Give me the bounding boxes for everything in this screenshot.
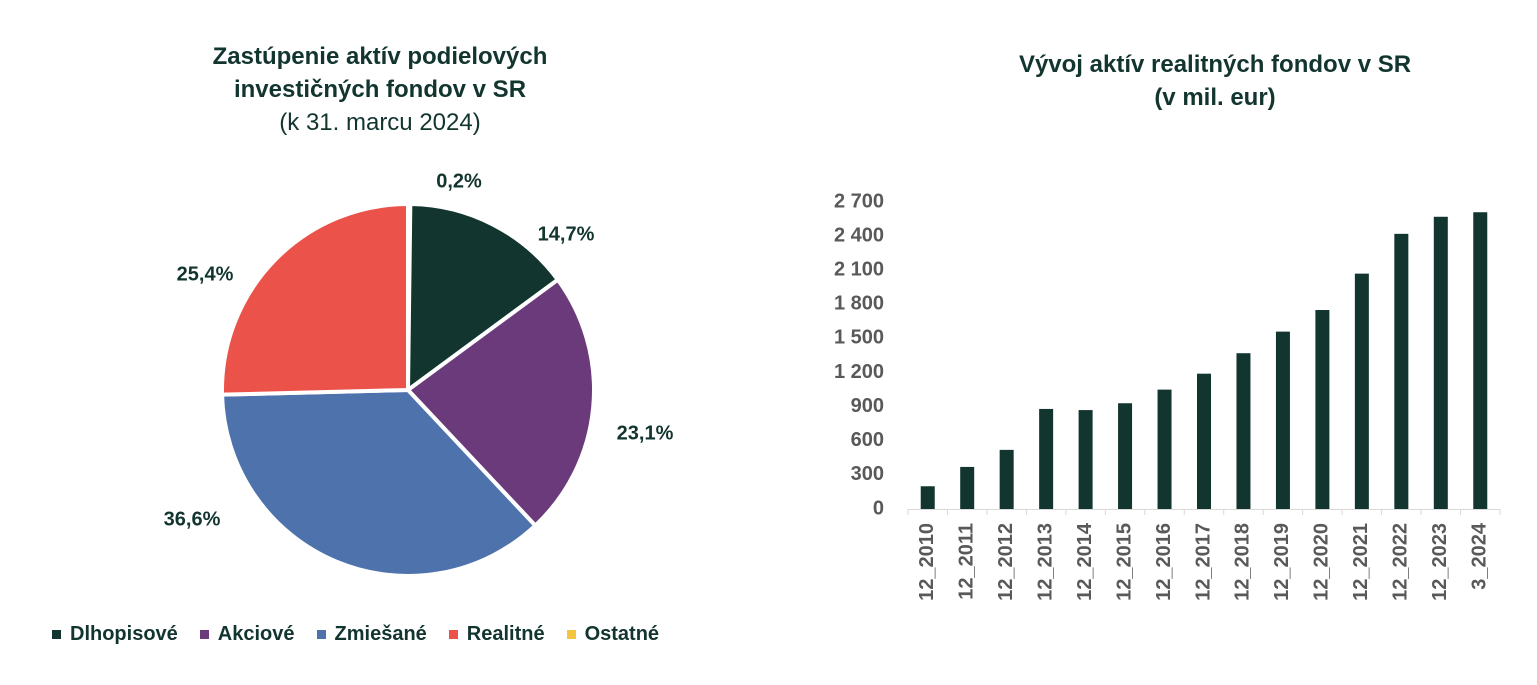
bar-3_2024: [1473, 212, 1488, 509]
y-tick-label: 600: [851, 429, 884, 451]
y-tick-label: 300: [851, 463, 884, 485]
legend-swatch: [316, 630, 326, 639]
x-tick-label: 12_2010: [916, 523, 938, 601]
legend-item-ostatne: Ostatné: [566, 623, 660, 646]
bar-12_2016: [1157, 389, 1172, 509]
pie-chart: 0,2% 14,7% 23,1% 36,6% 25,4%: [164, 170, 674, 578]
x-tick-label: 12_2016: [1153, 523, 1175, 601]
pie-data-label: 36,6%: [164, 508, 221, 530]
y-tick-label: 2 700: [834, 190, 884, 212]
x-tick-label: 12_2023: [1429, 523, 1451, 601]
legend-item-realitne: Realitné: [448, 623, 545, 646]
legend-label: Realitné: [466, 623, 545, 645]
bar-title-subtitle: (v mil. eur): [1154, 84, 1276, 111]
y-tick-label: 2 100: [834, 259, 884, 281]
x-tick-label: 12_2011: [955, 523, 977, 600]
pie-title-subtitle: (k 31. marcu 2024): [279, 109, 481, 136]
legend-label: Dlhopisové: [70, 623, 178, 645]
pie-data-label: 0,2%: [436, 170, 482, 192]
bar-12_2010: [920, 486, 935, 509]
x-tick-label: 12_2020: [1311, 523, 1333, 601]
pie-slice-realitné: [220, 202, 410, 397]
bar-12_2011: [960, 466, 975, 509]
legend-label: Akciové: [217, 623, 295, 645]
legend-item-zmiesane: Zmiešané: [316, 623, 427, 646]
pie-slice-dlhopisové: [406, 202, 560, 392]
x-tick-label: 12_2019: [1271, 523, 1293, 601]
y-tick-label: 1 500: [834, 327, 884, 349]
x-tick-label: 12_2017: [1192, 523, 1214, 601]
legend-item-dlhopisove: Dlhopisové: [52, 623, 178, 646]
pie-chart-title: Zastúpenie aktív podielových investičnýc…: [160, 40, 600, 139]
bar-12_2014: [1078, 410, 1093, 509]
legend-swatch: [448, 630, 458, 639]
bar-12_2018: [1236, 353, 1251, 509]
bar-12_2013: [1039, 408, 1054, 509]
bar-12_2023: [1433, 216, 1448, 509]
x-tick-label: 12_2014: [1074, 522, 1096, 601]
y-tick-label: 1 200: [834, 361, 884, 383]
x-tick-label: 12_2012: [995, 523, 1017, 601]
legend-swatch: [566, 630, 576, 639]
x-tick-label: 12_2018: [1232, 523, 1254, 601]
x-tick-label: 12_2013: [1034, 523, 1056, 601]
legend-swatch: [199, 630, 209, 639]
x-tick-label: 12_2015: [1113, 523, 1135, 601]
bar-chart-title: Vývoj aktív realitných fondov v SR (v mi…: [900, 48, 1530, 114]
legend-label: Ostatné: [584, 623, 660, 645]
legend-swatch: [52, 630, 61, 639]
bar-12_2015: [1118, 403, 1133, 509]
y-tick-label: 0: [873, 497, 884, 519]
bar-12_2012: [999, 449, 1014, 509]
pie-title-main: Zastúpenie aktív podielových investičnýc…: [212, 43, 548, 103]
legend-label: Zmiešané: [334, 623, 427, 645]
bar-12_2019: [1275, 331, 1290, 509]
bar-12_2020: [1315, 310, 1330, 509]
y-tick-label: 2 400: [834, 224, 884, 246]
x-tick-label: 12_2021: [1350, 523, 1372, 601]
bar-chart: 0 300 600 900 1 200 1 500 1 800 2 100 2 400 2 700…: [834, 190, 1501, 601]
bar-title-main: Vývoj aktív realitných fondov v SR: [1018, 51, 1412, 78]
bar-12_2022: [1394, 233, 1409, 509]
pie-data-label: 25,4%: [177, 263, 234, 285]
bar-12_2021: [1354, 273, 1369, 509]
x-tick-label: 3_2024: [1469, 522, 1491, 590]
y-tick-label: 900: [851, 395, 884, 417]
pie-slice-zmiešané: [220, 388, 538, 578]
y-tick-label: 1 800: [834, 293, 884, 315]
pie-legend: Dlhopisové Akciové Zmiešané Realitné Ost…: [52, 623, 659, 646]
x-tick-label: 12_2022: [1390, 523, 1412, 601]
bar-12_2017: [1197, 373, 1211, 509]
pie-slice-akciové: [406, 277, 596, 528]
pie-data-label: 14,7%: [538, 223, 595, 245]
legend-item-akciove: Akciové: [199, 623, 295, 646]
pie-data-label: 23,1%: [617, 422, 674, 444]
